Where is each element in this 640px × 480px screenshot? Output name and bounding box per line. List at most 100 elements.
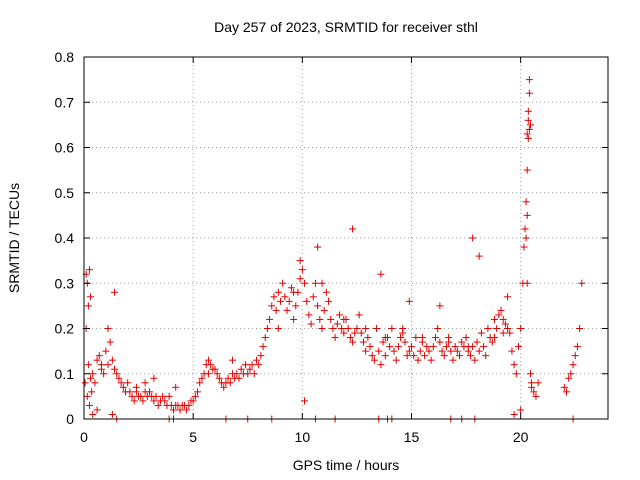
- x-axis-label: GPS time / hours: [293, 457, 400, 473]
- data-point: [427, 356, 435, 364]
- data-point: [353, 325, 361, 332]
- data-point: [447, 347, 455, 355]
- data-point: [520, 243, 528, 251]
- data-point: [296, 275, 304, 283]
- data-point: [578, 279, 586, 287]
- data-point: [517, 325, 525, 332]
- data-point: [237, 365, 245, 373]
- data-point: [469, 234, 477, 242]
- data-point: [418, 334, 426, 342]
- data-point: [93, 356, 101, 364]
- data-point: [499, 315, 507, 323]
- data-point: [523, 211, 531, 219]
- data-point: [211, 365, 219, 373]
- data-point: [408, 343, 415, 351]
- data-point: [522, 198, 530, 206]
- data-point: [189, 397, 197, 405]
- data-point: [499, 329, 507, 337]
- data-point: [386, 343, 394, 351]
- data-point: [139, 397, 147, 405]
- data-point: [259, 343, 267, 351]
- data-point: [333, 320, 341, 328]
- data-point: [523, 166, 531, 174]
- data-point: [335, 311, 343, 319]
- data-point: [377, 361, 385, 369]
- data-point: [150, 374, 158, 382]
- data-point: [89, 410, 97, 418]
- data-point: [373, 325, 381, 332]
- data-point: [464, 343, 472, 351]
- data-point: [87, 293, 95, 301]
- data-point: [111, 365, 119, 373]
- data-point: [425, 347, 433, 355]
- data-point: [438, 347, 446, 355]
- data-point: [316, 315, 324, 323]
- data-point: [362, 347, 370, 355]
- data-point: [102, 347, 110, 355]
- data-point: [213, 370, 221, 378]
- data-point: [226, 379, 234, 387]
- data-point: [261, 334, 269, 342]
- x-tick-label: 10: [295, 429, 311, 445]
- data-point: [204, 370, 212, 378]
- data-point: [429, 343, 437, 351]
- data-point: [508, 347, 516, 355]
- x-tick-label: 5: [189, 429, 197, 445]
- data-point: [573, 343, 581, 351]
- data-point: [493, 325, 501, 332]
- data-point: [524, 134, 532, 142]
- data-point: [235, 374, 243, 382]
- data-point: [362, 325, 370, 332]
- data-point: [530, 388, 538, 396]
- data-point: [270, 293, 278, 301]
- data-point: [490, 334, 498, 342]
- data-point: [379, 338, 387, 346]
- y-tick-label: 0: [66, 411, 74, 427]
- data-point: [224, 374, 232, 382]
- data-point: [349, 338, 357, 346]
- data-point: [488, 338, 496, 346]
- data-point: [394, 343, 402, 351]
- data-point: [357, 329, 365, 337]
- y-axis-label: SRMTID / TECUs: [6, 183, 22, 293]
- data-point: [414, 356, 422, 364]
- data-point: [85, 266, 93, 274]
- data-point: [340, 315, 348, 323]
- data-point: [351, 329, 359, 337]
- data-point: [532, 392, 540, 400]
- data-point: [113, 370, 121, 378]
- data-point: [331, 334, 339, 342]
- data-point: [228, 356, 236, 364]
- data-point: [281, 293, 289, 301]
- data-point: [381, 352, 389, 360]
- data-point: [191, 392, 199, 400]
- data-point: [274, 288, 282, 296]
- data-point: [97, 365, 105, 373]
- data-point: [115, 374, 123, 382]
- data-point: [405, 297, 413, 305]
- data-point: [526, 370, 534, 378]
- data-point: [355, 311, 363, 319]
- data-point: [322, 288, 330, 296]
- data-point: [88, 388, 96, 396]
- data-point: [279, 279, 287, 287]
- data-point: [318, 279, 326, 287]
- data-point: [104, 361, 112, 369]
- data-point: [436, 302, 444, 310]
- data-point: [517, 406, 525, 414]
- data-points: [81, 76, 586, 423]
- data-point: [170, 406, 178, 414]
- data-point: [501, 320, 509, 328]
- data-point: [473, 338, 481, 346]
- data-point: [89, 370, 97, 378]
- data-point: [108, 356, 116, 364]
- data-point: [475, 252, 483, 260]
- data-point: [172, 383, 180, 391]
- data-point: [119, 383, 127, 391]
- data-point: [349, 225, 357, 233]
- data-point: [93, 406, 101, 414]
- data-point: [522, 234, 530, 242]
- data-point: [344, 325, 352, 332]
- data-point: [576, 325, 584, 332]
- data-point: [571, 352, 579, 360]
